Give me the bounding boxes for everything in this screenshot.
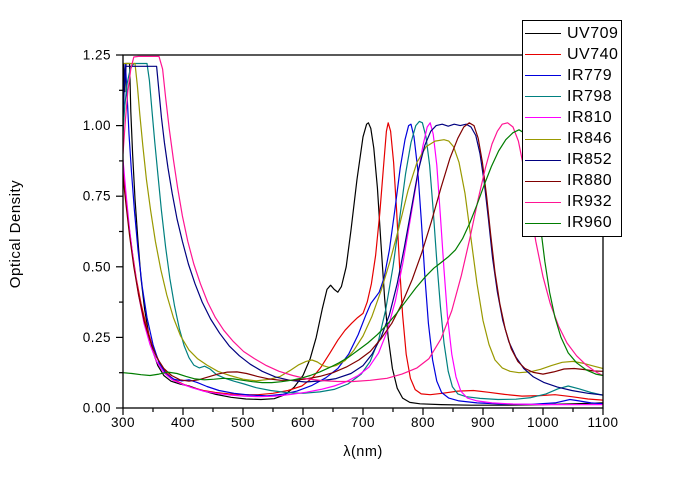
x-tick-label: 800 — [411, 415, 435, 430]
legend-item: IR798 — [523, 86, 621, 107]
x-tick-label: 900 — [471, 415, 495, 430]
legend-label: IR880 — [567, 172, 613, 190]
legend-line-sample — [525, 222, 561, 224]
legend-line-sample — [525, 54, 561, 56]
legend-item: IR810 — [523, 107, 621, 128]
legend: UV709 UV740 IR779 IR798 IR810 IR846 IR852 IR880… — [522, 20, 622, 237]
legend-label: IR846 — [567, 130, 613, 148]
y-tick-label: 0.25 — [83, 330, 111, 345]
y-tick-label: 1.00 — [83, 118, 111, 133]
legend-item: UV740 — [523, 44, 621, 65]
y-tick-label: 1.25 — [83, 48, 111, 63]
x-tick-label: 400 — [171, 415, 195, 430]
legend-item: IR779 — [523, 65, 621, 86]
legend-item: IR852 — [523, 150, 621, 171]
x-axis-title: λ(nm) — [343, 444, 383, 460]
legend-label: IR852 — [567, 151, 613, 169]
y-tick-label: 0.00 — [83, 401, 111, 416]
series-curve-IR779 — [123, 62, 603, 405]
series-curve-IR846 — [123, 62, 603, 382]
y-tick-label: 0.50 — [83, 259, 111, 274]
legend-item: IR880 — [523, 171, 621, 192]
legend-line-sample — [525, 138, 561, 140]
x-tick-label: 700 — [351, 415, 375, 430]
legend-line-sample — [525, 75, 561, 77]
axis-tick-labels: 300 400 500 600 700 800 900 1000 1100 0.00 0.25 0.5… — [83, 48, 618, 431]
series-curve-IR798 — [123, 62, 603, 401]
series-curve-UV740 — [123, 122, 603, 401]
x-tick-label: 1000 — [527, 415, 559, 430]
legend-line-sample — [525, 96, 561, 98]
legend-line-sample — [525, 201, 561, 203]
legend-item: IR960 — [523, 213, 621, 234]
legend-label: UV740 — [567, 45, 619, 63]
legend-item: IR932 — [523, 192, 621, 213]
legend-line-sample — [525, 33, 561, 35]
series-curve-IR880 — [123, 122, 603, 382]
y-tick-label: 0.75 — [83, 189, 111, 204]
x-tick-label: 600 — [291, 415, 315, 430]
legend-line-sample — [525, 117, 561, 119]
legend-label: UV709 — [567, 24, 619, 42]
legend-item: IR846 — [523, 129, 621, 150]
x-tick-label: 500 — [231, 415, 255, 430]
legend-label: IR960 — [567, 214, 613, 232]
legend-item: UV709 — [523, 23, 621, 44]
y-axis-title: Optical Density — [7, 179, 24, 289]
legend-label: IR932 — [567, 193, 613, 211]
legend-label: IR810 — [567, 108, 613, 126]
axis-ticks — [116, 54, 604, 415]
legend-line-sample — [525, 180, 561, 182]
legend-line-sample — [525, 159, 561, 161]
legend-label: IR779 — [567, 66, 613, 84]
x-tick-label: 1100 — [587, 415, 618, 430]
x-tick-label: 300 — [111, 415, 135, 430]
legend-label: IR798 — [567, 87, 613, 105]
